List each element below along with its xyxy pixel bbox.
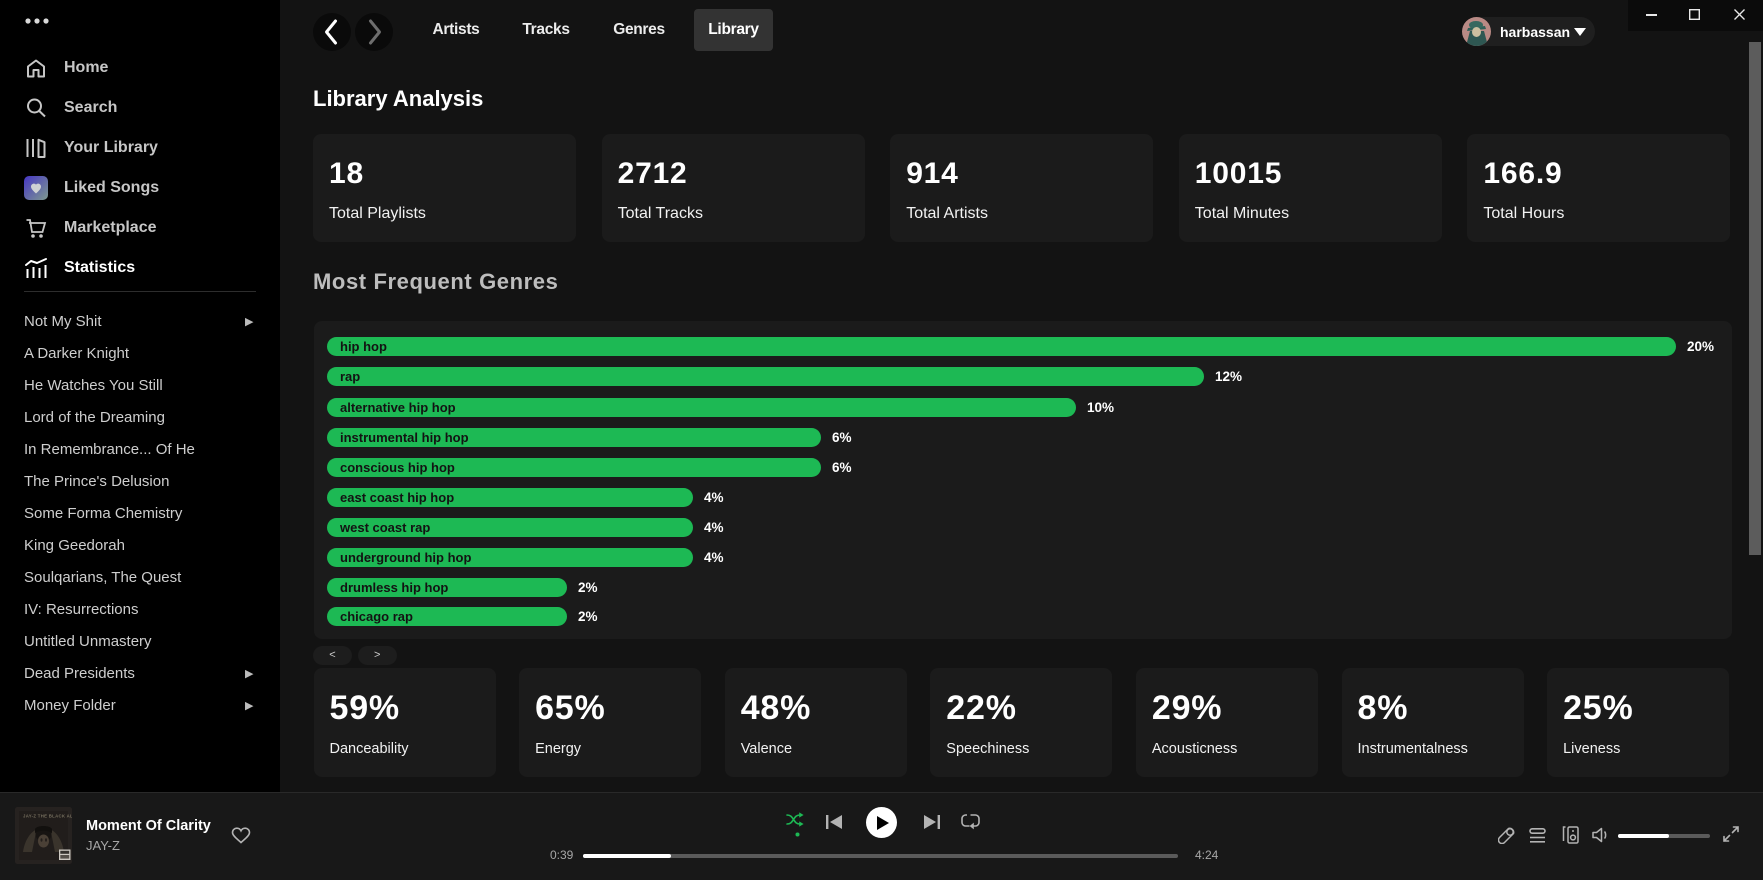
- svg-text:JAY-Z THE BLACK ALBUM: JAY-Z THE BLACK ALBUM: [23, 814, 72, 819]
